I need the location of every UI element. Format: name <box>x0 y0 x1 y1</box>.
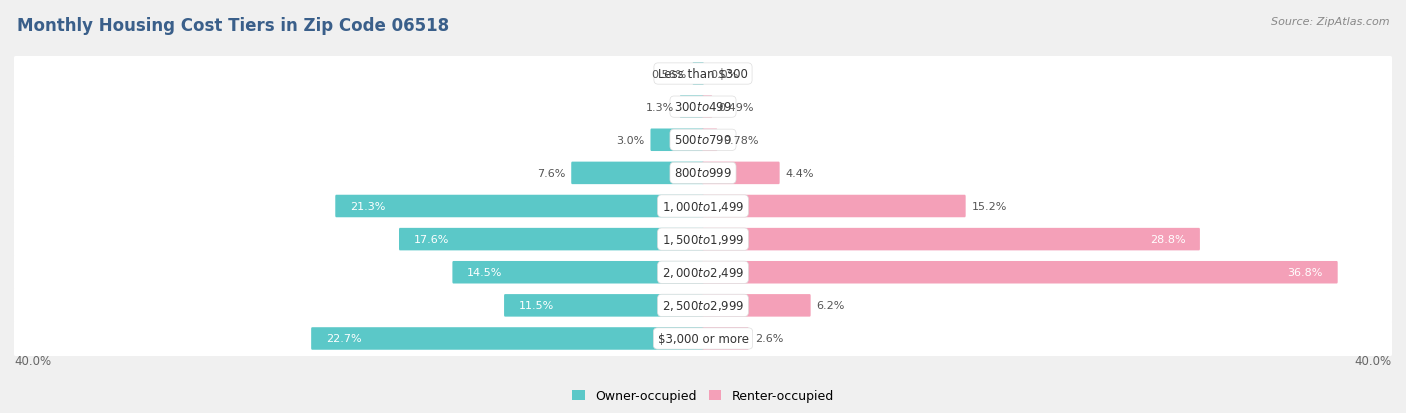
Text: 2.6%: 2.6% <box>755 334 783 344</box>
Text: 0.78%: 0.78% <box>723 135 759 145</box>
Text: 14.5%: 14.5% <box>467 268 502 278</box>
FancyBboxPatch shape <box>702 96 713 119</box>
Text: $1,500 to $1,999: $1,500 to $1,999 <box>662 233 744 247</box>
FancyBboxPatch shape <box>13 90 1393 125</box>
FancyBboxPatch shape <box>571 162 704 185</box>
Text: 11.5%: 11.5% <box>519 301 554 311</box>
FancyBboxPatch shape <box>453 261 704 284</box>
FancyBboxPatch shape <box>13 321 1393 356</box>
Text: 0.0%: 0.0% <box>710 69 738 79</box>
FancyBboxPatch shape <box>702 294 811 317</box>
Text: 40.0%: 40.0% <box>1355 354 1392 367</box>
FancyBboxPatch shape <box>13 123 1393 158</box>
FancyBboxPatch shape <box>13 288 1393 323</box>
FancyBboxPatch shape <box>679 96 704 119</box>
Text: 15.2%: 15.2% <box>972 202 1007 211</box>
FancyBboxPatch shape <box>702 261 1337 284</box>
Text: 3.0%: 3.0% <box>616 135 644 145</box>
FancyBboxPatch shape <box>702 162 780 185</box>
FancyBboxPatch shape <box>13 189 1393 224</box>
Text: 40.0%: 40.0% <box>14 354 51 367</box>
FancyBboxPatch shape <box>13 255 1393 290</box>
Text: 6.2%: 6.2% <box>817 301 845 311</box>
FancyBboxPatch shape <box>651 129 704 152</box>
Text: $3,000 or more: $3,000 or more <box>658 332 748 345</box>
Text: 21.3%: 21.3% <box>350 202 385 211</box>
FancyBboxPatch shape <box>702 195 966 218</box>
Text: $2,500 to $2,999: $2,500 to $2,999 <box>662 299 744 313</box>
Text: Monthly Housing Cost Tiers in Zip Code 06518: Monthly Housing Cost Tiers in Zip Code 0… <box>17 17 449 34</box>
Text: $1,000 to $1,499: $1,000 to $1,499 <box>662 199 744 214</box>
FancyBboxPatch shape <box>505 294 704 317</box>
FancyBboxPatch shape <box>311 328 704 350</box>
Text: 22.7%: 22.7% <box>326 334 361 344</box>
Text: 7.6%: 7.6% <box>537 169 565 178</box>
Text: 0.49%: 0.49% <box>718 102 754 112</box>
FancyBboxPatch shape <box>13 57 1393 92</box>
Text: 36.8%: 36.8% <box>1288 268 1323 278</box>
Text: 1.3%: 1.3% <box>645 102 673 112</box>
Text: $500 to $799: $500 to $799 <box>673 134 733 147</box>
FancyBboxPatch shape <box>335 195 704 218</box>
FancyBboxPatch shape <box>13 156 1393 191</box>
FancyBboxPatch shape <box>693 63 704 85</box>
FancyBboxPatch shape <box>399 228 704 251</box>
Text: $300 to $499: $300 to $499 <box>673 101 733 114</box>
Text: 0.56%: 0.56% <box>651 69 686 79</box>
Text: 4.4%: 4.4% <box>786 169 814 178</box>
FancyBboxPatch shape <box>702 228 1199 251</box>
FancyBboxPatch shape <box>702 129 717 152</box>
Text: Source: ZipAtlas.com: Source: ZipAtlas.com <box>1271 17 1389 26</box>
Text: Less than $300: Less than $300 <box>658 68 748 81</box>
FancyBboxPatch shape <box>13 222 1393 257</box>
Text: $800 to $999: $800 to $999 <box>673 167 733 180</box>
Text: 17.6%: 17.6% <box>413 235 449 244</box>
Text: $2,000 to $2,499: $2,000 to $2,499 <box>662 266 744 280</box>
FancyBboxPatch shape <box>702 328 748 350</box>
Legend: Owner-occupied, Renter-occupied: Owner-occupied, Renter-occupied <box>568 385 838 408</box>
Text: 28.8%: 28.8% <box>1150 235 1185 244</box>
